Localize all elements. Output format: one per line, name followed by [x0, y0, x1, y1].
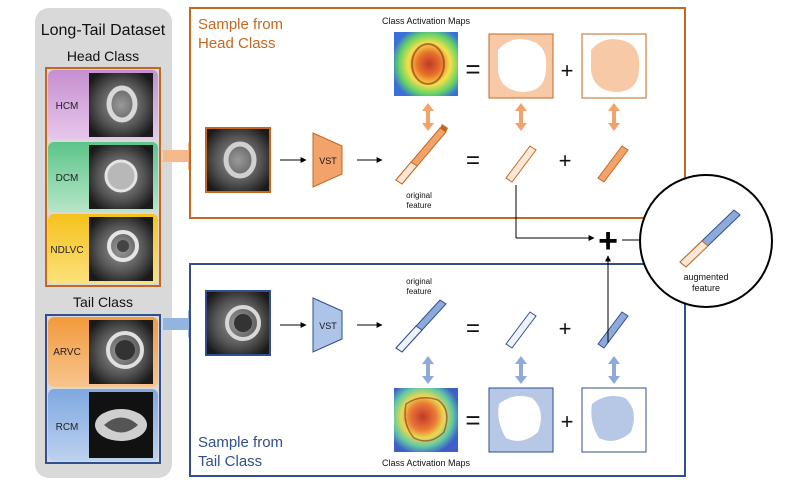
- tail-sample-panel: Sample from Tail Class Class Activation …: [189, 263, 686, 477]
- head-double-arrows: [422, 103, 620, 131]
- augmented-feature-node: augmented feature: [639, 174, 773, 308]
- class-card-rcm: RCM: [48, 389, 158, 461]
- tail-vst-block: [312, 297, 343, 353]
- head-sample-panel: Sample from Head Class Class Activation …: [189, 7, 686, 219]
- head-feature-plus: +: [559, 148, 572, 173]
- tail-cam-label: Class Activation Maps: [382, 458, 471, 468]
- dataset-title: Long-Tail Dataset: [41, 22, 166, 39]
- tail-panel-title-line1: Sample from: [198, 434, 283, 451]
- tail-class-group: [45, 314, 161, 464]
- head-input-mri: [205, 127, 271, 193]
- class-label-ndlvc: NDLVC: [50, 245, 83, 256]
- head-feature-equals: =: [466, 147, 480, 174]
- head-class-label: Head Class: [67, 48, 139, 64]
- combine-plus: +: [598, 222, 618, 260]
- tail-vst-label: VST: [319, 321, 337, 331]
- tail-class-label: Tail Class: [73, 294, 133, 310]
- augmented-label-line2: feature: [692, 283, 720, 293]
- tail-feature-equals: =: [466, 315, 480, 342]
- tail-feature-label-line1: original: [406, 277, 432, 286]
- class-card-dcm: DCM: [48, 142, 158, 212]
- tail-panel-title-line2: Tail Class: [198, 453, 262, 470]
- tail-double-arrows: [422, 356, 620, 384]
- head-vst-block: [312, 132, 343, 188]
- class-label-dcm: DCM: [56, 173, 79, 184]
- class-label-hcm: HCM: [56, 101, 79, 112]
- head-feature-part-b: [597, 145, 629, 183]
- head-cam-plus: +: [561, 58, 574, 83]
- tail-feature-plus: +: [559, 316, 572, 341]
- head-panel-title-line1: Sample from: [198, 16, 283, 33]
- head-feature-label-line2: feature: [407, 201, 432, 210]
- head-original-feature: [395, 124, 448, 185]
- dataset-panel: Long-Tail Dataset Head Class Tail Class …: [35, 8, 172, 478]
- head-cam-equals: =: [465, 54, 480, 84]
- class-card-arvc: ARVC: [48, 317, 158, 387]
- tail-cam-equals: =: [465, 405, 480, 435]
- class-card-ndlvc: NDLVC: [48, 214, 158, 284]
- head-feature-label-line1: original: [406, 191, 432, 200]
- head-vst-label: VST: [319, 156, 337, 166]
- tail-original-feature: [395, 299, 447, 353]
- tail-feature-label-line2: feature: [407, 287, 432, 296]
- class-label-rcm: RCM: [56, 422, 79, 433]
- tail-feature-part-b: [597, 311, 629, 349]
- augmented-label-line1: augmented: [683, 272, 728, 282]
- head-feature-part-a: [505, 145, 537, 183]
- class-card-hcm: HCM: [48, 70, 158, 140]
- head-panel-title-line2: Head Class: [198, 35, 276, 52]
- head-cam-label: Class Activation Maps: [382, 16, 471, 26]
- class-label-arvc: ARVC: [53, 347, 81, 358]
- tail-cam-plus: +: [561, 409, 574, 434]
- head-cam-heatmap: [394, 32, 458, 96]
- head-class-group: [45, 67, 161, 287]
- tail-feature-part-a: [505, 311, 537, 349]
- mri-thumbnail-hcm: [89, 73, 153, 137]
